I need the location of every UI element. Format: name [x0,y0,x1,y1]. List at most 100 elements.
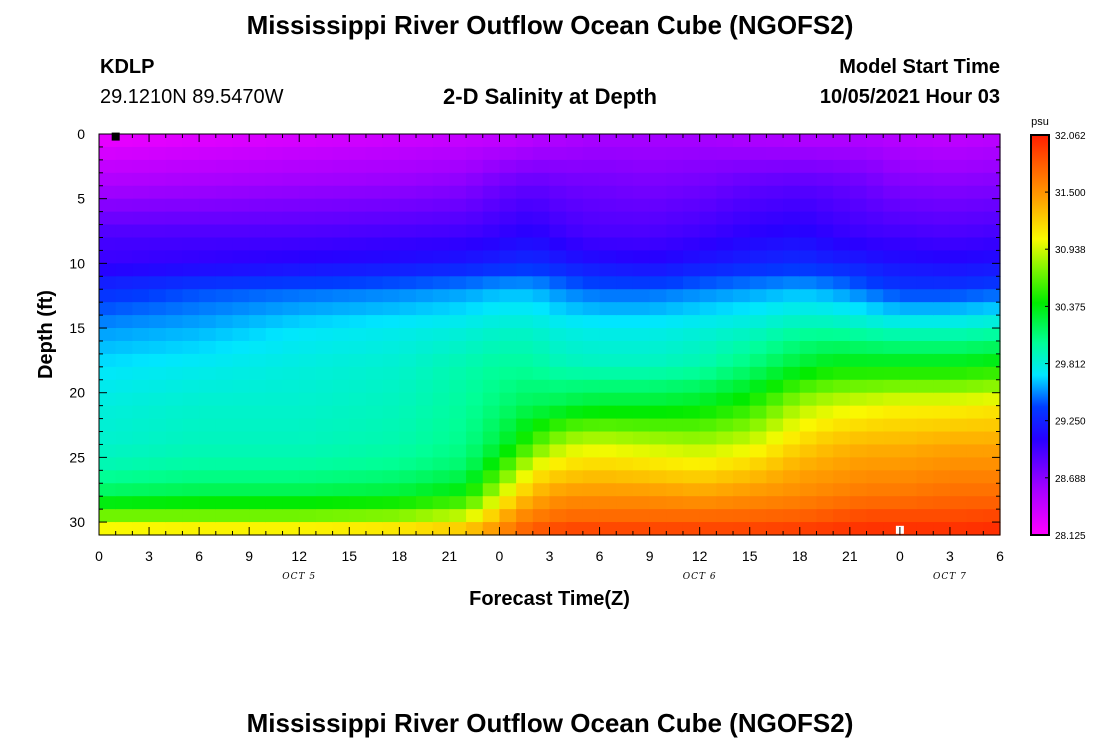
heatmap-cell [432,353,450,368]
heatmap-cell [916,315,934,329]
heatmap-cell [766,392,784,407]
heatmap-cell [215,315,234,329]
heatmap-cell [532,522,551,536]
heatmap-cell [265,457,284,471]
heatmap-cell [349,211,367,226]
heatmap-cell [599,146,617,161]
heatmap-cell [499,483,517,497]
heatmap-cell [649,237,667,252]
heatmap-cell [716,522,734,536]
heatmap-cell [582,457,601,471]
heatmap-cell [749,483,768,497]
heatmap-cell [132,379,150,394]
heatmap-cell [115,159,133,174]
heatmap-cell [499,457,517,471]
heatmap-cell [883,509,901,523]
heatmap-cell [115,263,133,277]
heatmap-cell [382,366,400,381]
heatmap-cell [682,185,701,200]
heatmap-cell [816,276,834,290]
heatmap-cell [816,444,834,458]
heatmap-cell [215,302,234,316]
heatmap-cell [682,159,701,174]
heatmap-cell [949,263,968,277]
heatmap-cell [649,470,667,484]
colorbar-ticks: 32.06231.50030.93830.37529.81229.25028.6… [1045,131,1086,542]
heatmap-cell [699,470,717,484]
heatmap-cell [849,418,868,433]
heatmap-cell [399,263,417,277]
heatmap-cell [449,418,467,433]
heatmap-cell [983,418,1001,433]
heatmap-cell [365,263,384,277]
heatmap-cell [249,431,267,446]
heatmap-cell [933,340,951,355]
heatmap-cell [632,237,651,252]
heatmap-cell [215,496,234,510]
heatmap-cell [632,509,651,523]
heatmap-cell [699,159,717,174]
y-tick-label: 5 [77,191,85,207]
heatmap-cell [616,366,634,381]
heatmap-cell [299,522,317,536]
heatmap-cell [582,276,601,290]
heatmap-cell [682,418,701,433]
heatmap-cell [499,315,517,329]
heatmap-cell [115,134,133,148]
heatmap-cell [382,276,400,290]
heatmap-cell [99,146,117,161]
heatmap-cell [733,328,751,342]
heatmap-cell [282,276,300,290]
heatmap-cell [399,302,417,316]
heatmap-cell [349,185,367,200]
heatmap-cell [382,198,400,213]
heatmap-cell [449,315,467,329]
heatmap-cell [599,522,617,536]
heatmap-cell [165,146,184,161]
heatmap-cell [733,496,751,510]
heatmap-cell [666,289,684,303]
heatmap-cell [566,470,584,484]
heatmap-cell [99,250,117,264]
heatmap-cell [716,198,734,213]
heatmap-cell [199,159,217,174]
heatmap-cell [666,483,684,497]
heatmap-cell [783,457,801,471]
heatmap-cell [99,457,117,471]
heatmap-cell [99,470,117,484]
heatmap-cell [199,366,217,381]
heatmap-cell [132,470,150,484]
heatmap-cell [666,418,684,433]
heatmap-cell [449,134,467,148]
heatmap-cell [632,315,651,329]
heatmap-cell [349,289,367,303]
heatmap-cell [399,431,417,446]
heatmap-cell [749,276,768,290]
heatmap-cell [749,470,768,484]
heatmap-cell [449,185,467,200]
heatmap-cell [549,263,567,277]
heatmap-cell [516,172,534,187]
heatmap-cell [983,198,1001,213]
heatmap-cell [666,237,684,252]
heatmap-cell [783,340,801,355]
heatmap-cell [349,224,367,239]
heatmap-cell [733,405,751,420]
heatmap-cell [816,431,834,446]
heatmap-cell [132,522,150,536]
heatmap-cell [315,328,334,342]
model-start-label: Model Start Time [839,56,1000,78]
heatmap-cell [165,211,184,226]
heatmap-cell [149,522,167,536]
heatmap-cell [833,211,851,226]
heatmap-cell [432,522,450,536]
heatmap-cell [749,340,768,355]
heatmap-cell [866,159,884,174]
heatmap-cell [566,159,584,174]
heatmap-cell [899,483,918,497]
heatmap-cell [716,431,734,446]
heatmap-cell [382,289,400,303]
heatmap-cell [165,353,184,368]
heatmap-cell [349,250,367,264]
heatmap-cell [716,237,734,252]
